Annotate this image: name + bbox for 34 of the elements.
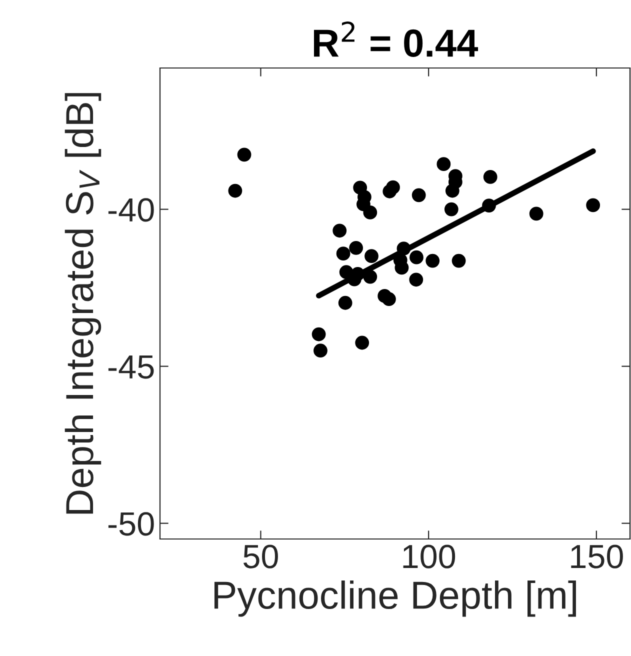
- chart-title: R$^{2}$ = 0.44: [314, 22, 478, 57]
- x-tick-label: 50: [244, 544, 278, 568]
- point: [586, 198, 600, 212]
- point: [332, 224, 347, 238]
- y-axis-title: Depth Integrated S$_{V}$ [dB]: [64, 93, 102, 514]
- point: [529, 206, 544, 221]
- point: [445, 184, 460, 198]
- y-tick-label: -45: [108, 355, 154, 379]
- point: [409, 272, 424, 287]
- point: [426, 254, 440, 268]
- point: [355, 336, 370, 350]
- point: [336, 246, 350, 261]
- point: [237, 148, 252, 162]
- y-tick-label: -50: [108, 512, 154, 536]
- point: [312, 327, 326, 342]
- point: [410, 250, 424, 264]
- point: [364, 249, 378, 264]
- x-axis-title: Pycnocline Depth [m]: [214, 580, 576, 617]
- point: [314, 344, 328, 358]
- point: [338, 296, 352, 310]
- point: [452, 254, 466, 268]
- x-tick-label: 150: [571, 544, 623, 568]
- point: [444, 202, 458, 216]
- point: [363, 205, 378, 220]
- point: [436, 157, 451, 172]
- point: [394, 260, 409, 275]
- point: [483, 170, 498, 184]
- point: [228, 184, 242, 198]
- point: [412, 188, 426, 202]
- x-tick-label: 100: [403, 544, 456, 568]
- point: [382, 184, 397, 198]
- point: [382, 292, 396, 306]
- point: [349, 240, 363, 255]
- y-tick-label: -40: [108, 198, 154, 222]
